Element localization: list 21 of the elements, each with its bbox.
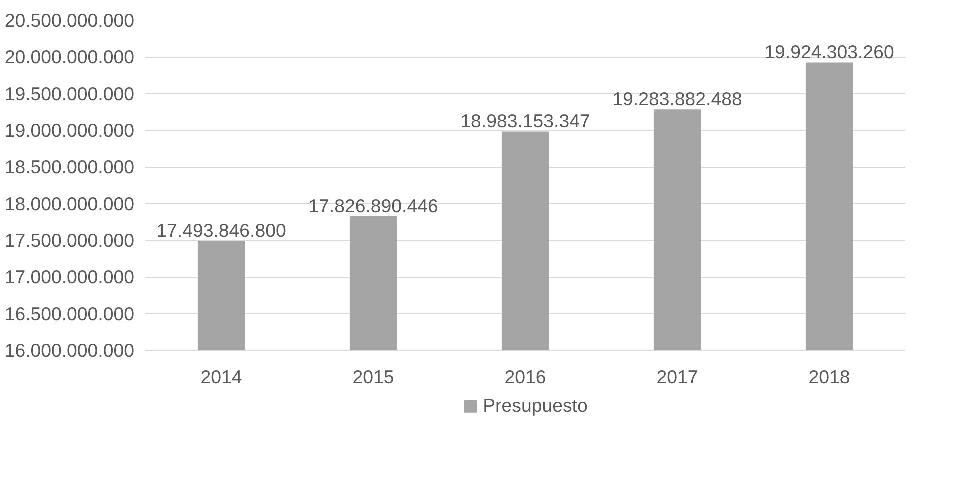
- legend-label: Presupuesto: [483, 395, 588, 417]
- y-tick-label: 19.000.000.000: [4, 120, 135, 141]
- y-tick-label: 19.500.000.000: [4, 83, 135, 104]
- y-tick-label: 16.000.000.000: [4, 340, 135, 361]
- y-tick-label: 18.000.000.000: [4, 193, 135, 214]
- y-tick-label: 20.500.000.000: [4, 10, 135, 31]
- x-tick-label: 2014: [200, 366, 242, 388]
- x-tick-label: 2018: [808, 366, 850, 388]
- y-tick-label: 18.500.000.000: [4, 156, 135, 178]
- y-tick-label: 20.000.000.000: [4, 46, 135, 68]
- data-label: 19.924.303.260: [764, 42, 894, 63]
- x-tick-label: 2015: [352, 366, 394, 388]
- x-tick-label: 2017: [656, 366, 698, 388]
- y-tick-label: 17.000.000.000: [4, 266, 135, 288]
- data-label: 17.826.890.446: [308, 196, 438, 217]
- y-tick-label: 16.500.000.000: [4, 303, 135, 324]
- data-label: 17.493.846.800: [156, 220, 286, 241]
- y-tick-label: 17.500.000.000: [4, 230, 135, 251]
- x-tick-label: 2016: [504, 366, 546, 388]
- data-label: 18.983.153.347: [460, 110, 590, 132]
- data-label: 19.283.882.488: [612, 88, 742, 110]
